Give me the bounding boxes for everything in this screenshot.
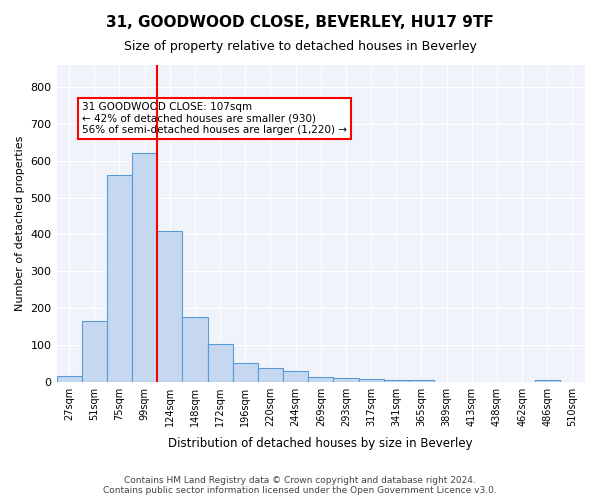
Bar <box>535 380 560 382</box>
Bar <box>182 317 208 382</box>
Bar <box>208 344 233 382</box>
Text: Contains HM Land Registry data © Crown copyright and database right 2024.
Contai: Contains HM Land Registry data © Crown c… <box>103 476 497 495</box>
Bar <box>56 376 82 382</box>
Text: 31 GOODWOOD CLOSE: 107sqm
← 42% of detached houses are smaller (930)
56% of semi: 31 GOODWOOD CLOSE: 107sqm ← 42% of detac… <box>82 102 347 135</box>
X-axis label: Distribution of detached houses by size in Beverley: Distribution of detached houses by size … <box>169 437 473 450</box>
Bar <box>132 154 157 382</box>
Bar <box>107 176 132 382</box>
Bar <box>359 379 383 382</box>
Bar <box>409 380 434 382</box>
Bar <box>283 372 308 382</box>
Bar <box>157 230 182 382</box>
Bar <box>308 377 334 382</box>
Bar <box>233 363 258 382</box>
Bar <box>82 321 107 382</box>
Y-axis label: Number of detached properties: Number of detached properties <box>15 136 25 311</box>
Bar <box>383 380 409 382</box>
Text: 31, GOODWOOD CLOSE, BEVERLEY, HU17 9TF: 31, GOODWOOD CLOSE, BEVERLEY, HU17 9TF <box>106 15 494 30</box>
Bar <box>334 378 359 382</box>
Bar <box>258 368 283 382</box>
Text: Size of property relative to detached houses in Beverley: Size of property relative to detached ho… <box>124 40 476 53</box>
